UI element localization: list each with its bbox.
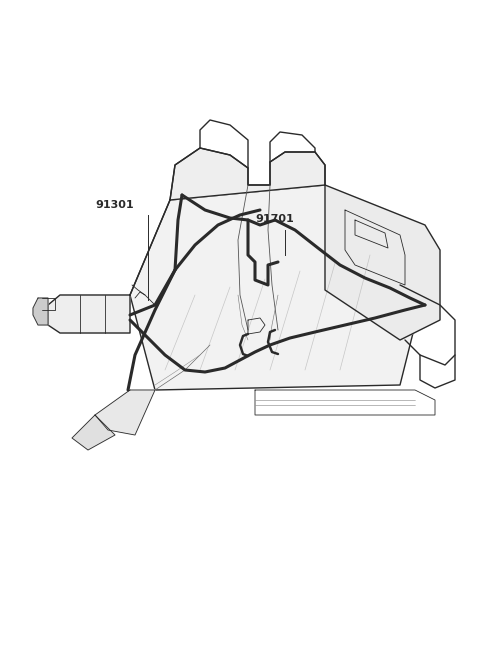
Text: 91301: 91301 bbox=[95, 200, 133, 210]
Polygon shape bbox=[130, 185, 425, 390]
Polygon shape bbox=[72, 415, 115, 450]
Polygon shape bbox=[33, 298, 48, 325]
Polygon shape bbox=[325, 185, 440, 340]
Text: 91701: 91701 bbox=[255, 214, 294, 224]
Polygon shape bbox=[95, 390, 155, 435]
Polygon shape bbox=[48, 295, 130, 333]
Polygon shape bbox=[170, 148, 325, 200]
